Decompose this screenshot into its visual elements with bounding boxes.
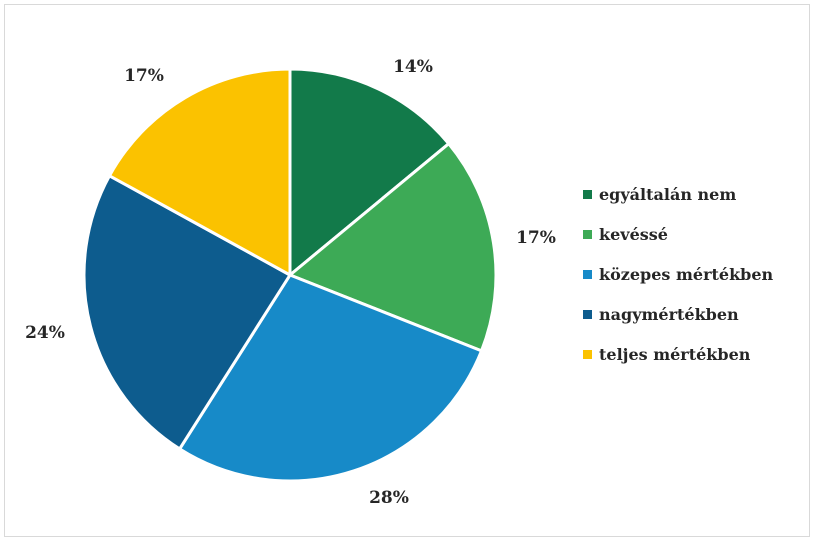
legend-label-teljes-mertekben: teljes mértékben [599,344,751,364]
data-label-kozepes-mertekben: 28% [369,488,409,508]
data-label-nagymertekben: 24% [25,323,65,343]
legend-item-teljes-mertekben: teljes mértékben [583,340,773,368]
legend-item-kozepes-mertekben: közepes mértékben [583,260,773,288]
legend-label-kevesse: kevéssé [599,224,668,244]
legend-item-nagymertekben: nagymértékben [583,300,773,328]
pie-slice-teljes-mertekben [107,67,292,277]
pie-slices [82,67,498,483]
legend-label-nagymertekben: nagymértékben [599,304,739,324]
legend-swatch-nagymertekben [583,309,592,319]
legend: egyáltalán nem kevéssé közepes mértékben… [583,180,773,380]
data-label-teljes-mertekben: 17% [124,66,164,86]
data-label-kevesse: 17% [516,228,556,248]
legend-swatch-teljes-mertekben [583,349,592,359]
legend-label-egyaltalan-nem: egyáltalán nem [599,184,737,204]
legend-label-kozepes-mertekben: közepes mértékben [599,264,774,284]
data-label-egyaltalan-nem: 14% [393,57,433,77]
legend-swatch-kozepes-mertekben [583,269,592,279]
pie-slice-kevesse [288,142,498,353]
legend-swatch-kevesse [583,229,592,239]
pie-slice-kozepes-mertekben [178,273,484,483]
pie-slice-nagymertekben [82,174,292,451]
legend-swatch-egyaltalan-nem [583,189,592,199]
legend-item-egyaltalan-nem: egyáltalán nem [583,180,773,208]
pie-data-labels: 14% 17% 28% 24% 17% [25,57,556,508]
legend-item-kevesse: kevéssé [583,220,773,248]
pie-slice-egyaltalan-nem [288,67,451,277]
